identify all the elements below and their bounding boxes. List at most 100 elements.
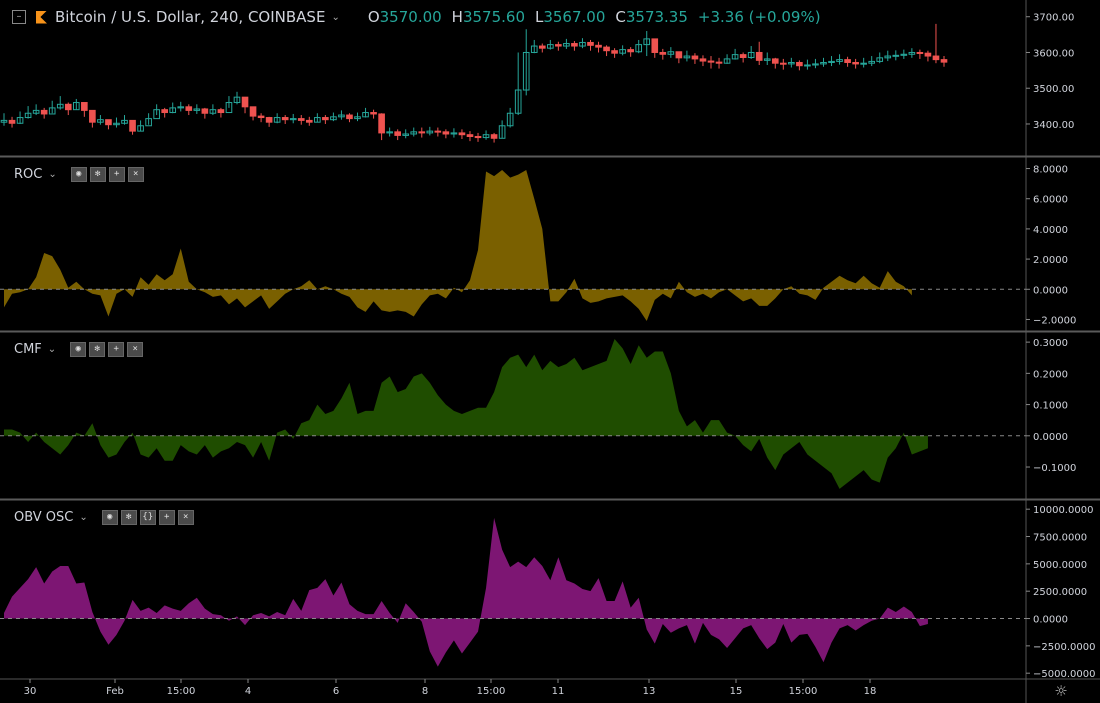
candle-body (426, 130, 434, 134)
chevron-down-icon[interactable]: ⌄ (331, 11, 340, 23)
candle-body (715, 61, 723, 64)
y-tick-label: 6.0000 (1033, 195, 1068, 206)
candle-body (667, 51, 675, 55)
candle-body (747, 51, 755, 58)
cmf-title[interactable]: CMF (14, 342, 42, 357)
candle-body (386, 131, 393, 134)
candle-body (699, 58, 707, 62)
candle-body (330, 116, 337, 121)
candle-body (547, 44, 554, 49)
y-tick-label: 0.0000 (1033, 615, 1068, 626)
candle-body (739, 54, 747, 58)
close-icon[interactable]: × (127, 342, 144, 357)
candle-body (40, 109, 48, 115)
chevron-down-icon[interactable]: ⌄ (79, 512, 88, 523)
y-tick-label: 3700.00 (1033, 13, 1074, 24)
visibility-icon[interactable]: ◉ (70, 167, 87, 182)
gear-icon[interactable]: ✻ (89, 342, 106, 357)
candle-body (153, 109, 160, 120)
y-tick-label: 3600.00 (1033, 48, 1074, 59)
candle-body (755, 51, 763, 61)
candle-body (346, 114, 353, 120)
visibility-icon[interactable]: ◉ (101, 510, 118, 525)
high-value: 3575.60 (462, 8, 525, 26)
candle-body (322, 117, 329, 121)
candle-body (217, 109, 225, 114)
y-tick-label: 4.0000 (1033, 225, 1068, 236)
candle-body (563, 43, 570, 47)
candle-body (362, 112, 369, 118)
y-tick-label: 3500.00 (1033, 84, 1074, 95)
candle-body (723, 58, 731, 64)
candle-body (8, 119, 16, 124)
candle-body (161, 109, 168, 114)
candle-body (595, 44, 602, 48)
plus-icon[interactable]: + (158, 510, 175, 525)
candle-body (434, 130, 442, 133)
candle-body (619, 49, 626, 54)
symbol-title[interactable]: Bitcoin / U.S. Dollar, 240, COINBASE (55, 8, 326, 26)
candle-body (64, 103, 72, 111)
candle-body (378, 113, 385, 134)
y-tick-label: 0.2000 (1033, 369, 1068, 380)
candle-body (780, 62, 787, 65)
visibility-icon[interactable]: ◉ (70, 342, 87, 357)
candle-body (418, 131, 426, 134)
candle-body (257, 115, 265, 119)
candle-body (651, 38, 659, 53)
x-tick-label: 11 (552, 686, 565, 697)
gear-icon[interactable]: ✻ (120, 510, 137, 525)
candle-body (707, 60, 715, 63)
candle-body (522, 51, 530, 91)
candle-body (354, 116, 361, 120)
candle-body (32, 109, 40, 114)
candle-body (828, 60, 835, 63)
candle-body (852, 61, 859, 65)
candle-body (105, 119, 112, 126)
y-tick-label: 0.0000 (1033, 285, 1068, 296)
candle-body (788, 61, 795, 65)
y-tick-label: 0.0000 (1033, 432, 1068, 443)
candle-body (900, 53, 908, 56)
chevron-down-icon[interactable]: ⌄ (48, 169, 57, 180)
source-code-icon[interactable]: {} (139, 510, 156, 525)
candle-body (482, 134, 490, 139)
indicator-area-obv-osc (4, 517, 928, 667)
candle-body (185, 106, 193, 111)
candle-body (836, 59, 843, 62)
y-tick-label: 10000.0000 (1033, 505, 1093, 516)
candle-body (506, 112, 514, 127)
roc-header: ROC ⌄ ◉ ✻ + × (14, 167, 144, 182)
close-icon[interactable]: × (127, 167, 144, 182)
indicator-area-cmf (4, 339, 928, 489)
candle-body (555, 44, 562, 47)
candle-body (916, 51, 924, 54)
candle-body (338, 114, 345, 118)
plus-icon[interactable]: + (108, 342, 125, 357)
gear-icon[interactable]: ☼ (1054, 682, 1067, 700)
candle-body (442, 131, 450, 135)
close-icon[interactable]: × (177, 510, 194, 525)
candle-body (804, 64, 811, 67)
collapse-icon[interactable]: – (12, 10, 26, 24)
roc-title[interactable]: ROC (14, 167, 43, 182)
candle-body (579, 41, 586, 47)
y-tick-label: 0.3000 (1033, 338, 1068, 349)
obv-title[interactable]: OBV OSC (14, 510, 74, 525)
candle-body (932, 55, 940, 61)
candle-body (265, 117, 273, 123)
chevron-down-icon[interactable]: ⌄ (47, 344, 57, 355)
gear-icon[interactable]: ✻ (89, 167, 106, 182)
cmf-header: CMF ⌄ ◉ ✻ + × (14, 342, 144, 357)
candle-body (884, 55, 892, 59)
candle-body (731, 54, 739, 60)
candle-body (201, 108, 209, 114)
candle-body (675, 51, 683, 59)
candle-body (458, 132, 466, 136)
plus-icon[interactable]: + (108, 167, 125, 182)
candle-body (691, 55, 699, 60)
symbol-header: – Bitcoin / U.S. Dollar, 240, COINBASE ⌄… (12, 8, 821, 26)
candle-body (571, 43, 578, 47)
candle-body (394, 131, 401, 136)
